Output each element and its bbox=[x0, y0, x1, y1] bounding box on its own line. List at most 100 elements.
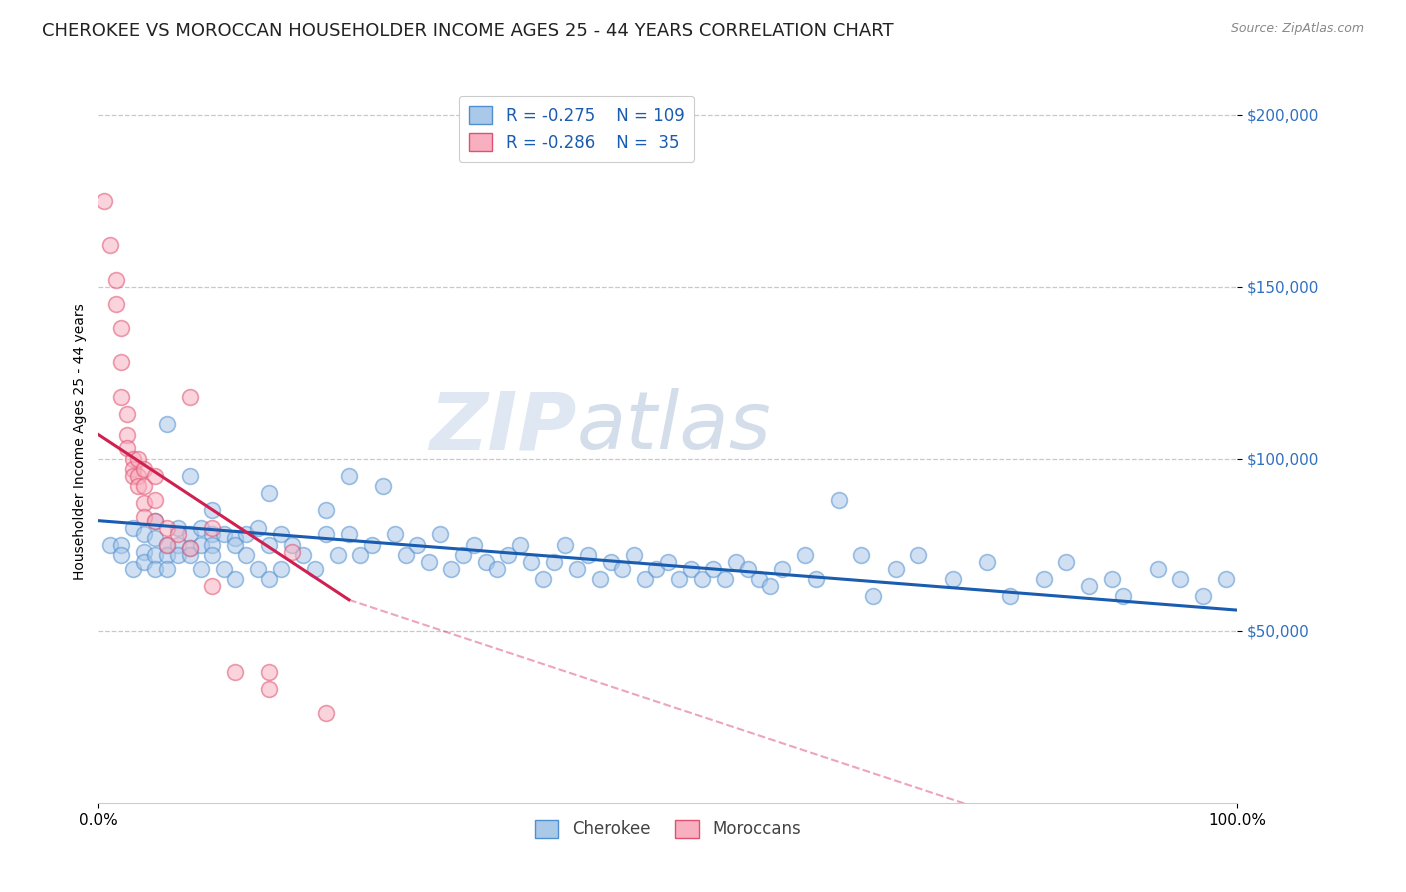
Point bbox=[520, 555, 543, 569]
Point bbox=[201, 538, 224, 552]
Point bbox=[190, 562, 212, 576]
Point bbox=[104, 273, 127, 287]
Point bbox=[224, 531, 246, 545]
Point bbox=[190, 520, 212, 534]
Point bbox=[942, 572, 965, 586]
Point bbox=[156, 520, 179, 534]
Point bbox=[1054, 555, 1078, 569]
Point bbox=[259, 572, 281, 586]
Point bbox=[201, 579, 224, 593]
Point bbox=[349, 548, 371, 562]
Point bbox=[737, 562, 759, 576]
Point bbox=[201, 503, 224, 517]
Point bbox=[179, 390, 201, 404]
Point bbox=[509, 538, 531, 552]
Legend: Cherokee, Moroccans: Cherokee, Moroccans bbox=[529, 813, 807, 845]
Point bbox=[804, 572, 827, 586]
Point bbox=[121, 520, 143, 534]
Point bbox=[110, 548, 132, 562]
Point bbox=[145, 493, 167, 508]
Point bbox=[132, 462, 155, 476]
Point bbox=[565, 562, 588, 576]
Point bbox=[156, 548, 179, 562]
Point bbox=[104, 297, 127, 311]
Point bbox=[212, 562, 235, 576]
Point bbox=[360, 538, 382, 552]
Point bbox=[110, 538, 132, 552]
Point bbox=[770, 562, 793, 576]
Point bbox=[235, 527, 257, 541]
Point bbox=[1032, 572, 1054, 586]
Text: Source: ZipAtlas.com: Source: ZipAtlas.com bbox=[1230, 22, 1364, 36]
Point bbox=[576, 548, 599, 562]
Point bbox=[235, 548, 257, 562]
Point bbox=[145, 548, 167, 562]
Point bbox=[315, 503, 337, 517]
Point bbox=[315, 706, 337, 721]
Point bbox=[907, 548, 929, 562]
Point bbox=[93, 194, 115, 208]
Point bbox=[634, 572, 657, 586]
Point bbox=[121, 562, 143, 576]
Point bbox=[212, 527, 235, 541]
Point bbox=[1170, 572, 1192, 586]
Point bbox=[110, 355, 132, 369]
Point bbox=[145, 562, 167, 576]
Point bbox=[406, 538, 429, 552]
Point bbox=[384, 527, 406, 541]
Point bbox=[702, 562, 724, 576]
Point bbox=[851, 548, 873, 562]
Point bbox=[337, 527, 360, 541]
Point bbox=[132, 496, 155, 510]
Point bbox=[440, 562, 463, 576]
Point bbox=[304, 562, 326, 576]
Point bbox=[201, 520, 224, 534]
Point bbox=[645, 562, 668, 576]
Point bbox=[759, 579, 782, 593]
Point bbox=[167, 520, 190, 534]
Point bbox=[179, 469, 201, 483]
Point bbox=[862, 590, 884, 604]
Text: ZIP: ZIP bbox=[429, 388, 576, 467]
Point bbox=[167, 527, 190, 541]
Point bbox=[828, 493, 851, 508]
Point bbox=[554, 538, 576, 552]
Point bbox=[127, 479, 149, 493]
Point bbox=[474, 555, 496, 569]
Point bbox=[145, 531, 167, 545]
Point bbox=[259, 538, 281, 552]
Point bbox=[121, 469, 143, 483]
Y-axis label: Householder Income Ages 25 - 44 years: Householder Income Ages 25 - 44 years bbox=[73, 303, 87, 580]
Point bbox=[395, 548, 418, 562]
Point bbox=[326, 548, 349, 562]
Point bbox=[1146, 562, 1168, 576]
Point bbox=[156, 538, 179, 552]
Point bbox=[429, 527, 451, 541]
Point bbox=[121, 451, 143, 466]
Point bbox=[748, 572, 770, 586]
Point bbox=[132, 527, 155, 541]
Point bbox=[145, 514, 167, 528]
Point bbox=[451, 548, 474, 562]
Point bbox=[1112, 590, 1135, 604]
Point bbox=[179, 541, 201, 556]
Point bbox=[156, 417, 179, 432]
Point bbox=[145, 469, 167, 483]
Point bbox=[884, 562, 907, 576]
Point bbox=[179, 548, 201, 562]
Point bbox=[145, 514, 167, 528]
Point bbox=[531, 572, 554, 586]
Point bbox=[167, 548, 190, 562]
Point bbox=[259, 486, 281, 500]
Point bbox=[132, 544, 155, 558]
Point bbox=[201, 548, 224, 562]
Point bbox=[486, 562, 509, 576]
Point bbox=[1078, 579, 1101, 593]
Point bbox=[623, 548, 645, 562]
Point bbox=[127, 469, 149, 483]
Point bbox=[543, 555, 565, 569]
Point bbox=[121, 462, 143, 476]
Point bbox=[498, 548, 520, 562]
Point bbox=[115, 442, 138, 456]
Point bbox=[976, 555, 998, 569]
